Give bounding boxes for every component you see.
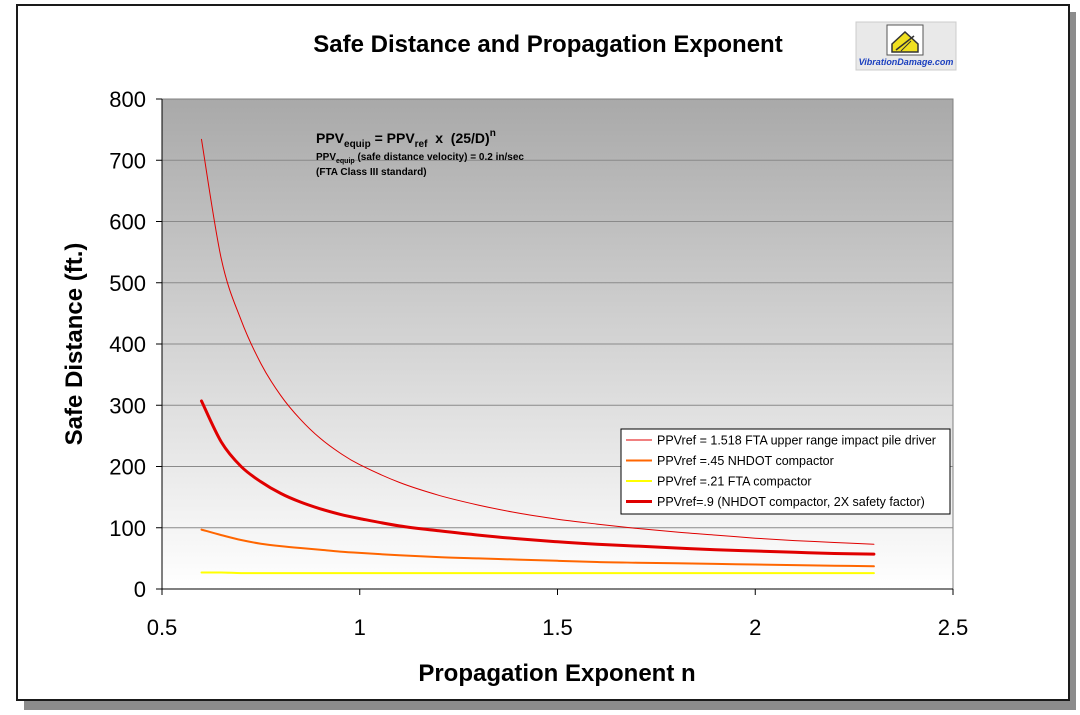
legend-label-2: PPVref =.45 NHDOT compactor	[657, 454, 834, 468]
ytick-label: 400	[109, 332, 146, 357]
house-icon	[886, 24, 924, 56]
series-line-4	[200, 399, 876, 556]
ytick-label: 0	[134, 577, 146, 602]
x-axis-title: Propagation Exponent n	[418, 660, 695, 687]
series-lines	[200, 138, 876, 575]
formula-line-1: PPVequip = PPVref x (25/D)n	[316, 128, 496, 150]
series-line-2	[200, 528, 875, 568]
legend-box	[620, 428, 951, 515]
y-axis-title: Safe Distance (ft.)	[61, 243, 88, 446]
chart-title: Safe Distance and Propagation Exponent	[313, 31, 782, 58]
series-line-3	[200, 571, 875, 575]
xtick-label: 2.5	[938, 615, 969, 640]
ytick-label: 800	[109, 87, 146, 112]
formula-line-3: (FTA Class III standard)	[316, 167, 427, 178]
xtick-label: 0.5	[147, 615, 178, 640]
logo: VibrationDamage.com	[855, 21, 957, 71]
xtick-label: 1	[354, 615, 366, 640]
ytick-label: 200	[109, 455, 146, 480]
formula-line-2: PPVequip (safe distance velocity) = 0.2 …	[316, 152, 524, 165]
logo-text: VibrationDamage.com	[859, 57, 954, 67]
formula-annotation: PPVequip = PPVref x (25/D)n PPVequip (sa…	[316, 128, 524, 178]
xtick-label: 1.5	[542, 615, 573, 640]
legend-label-3: PPVref =.21 FTA compactor	[657, 475, 812, 489]
series-line-1	[201, 138, 875, 545]
xtick-label: 2	[749, 615, 761, 640]
ytick-label: 300	[109, 393, 146, 418]
ytick-label: 100	[109, 516, 146, 541]
legend-label-1: PPVref = 1.518 FTA upper range impact pi…	[657, 434, 936, 448]
ytick-label: 600	[109, 210, 146, 235]
legend: PPVref = 1.518 FTA upper range impact pi…	[620, 428, 951, 515]
ytick-label: 500	[109, 271, 146, 296]
legend-label-4: PPVref=.9 (NHDOT compactor, 2X safety fa…	[657, 495, 925, 509]
axis-ticks: 0 100 200 300 400 500 600 700 800 0.5 1 1.5 2 2.5	[109, 87, 968, 640]
gridlines	[162, 159, 953, 529]
ytick-label: 700	[109, 148, 146, 173]
